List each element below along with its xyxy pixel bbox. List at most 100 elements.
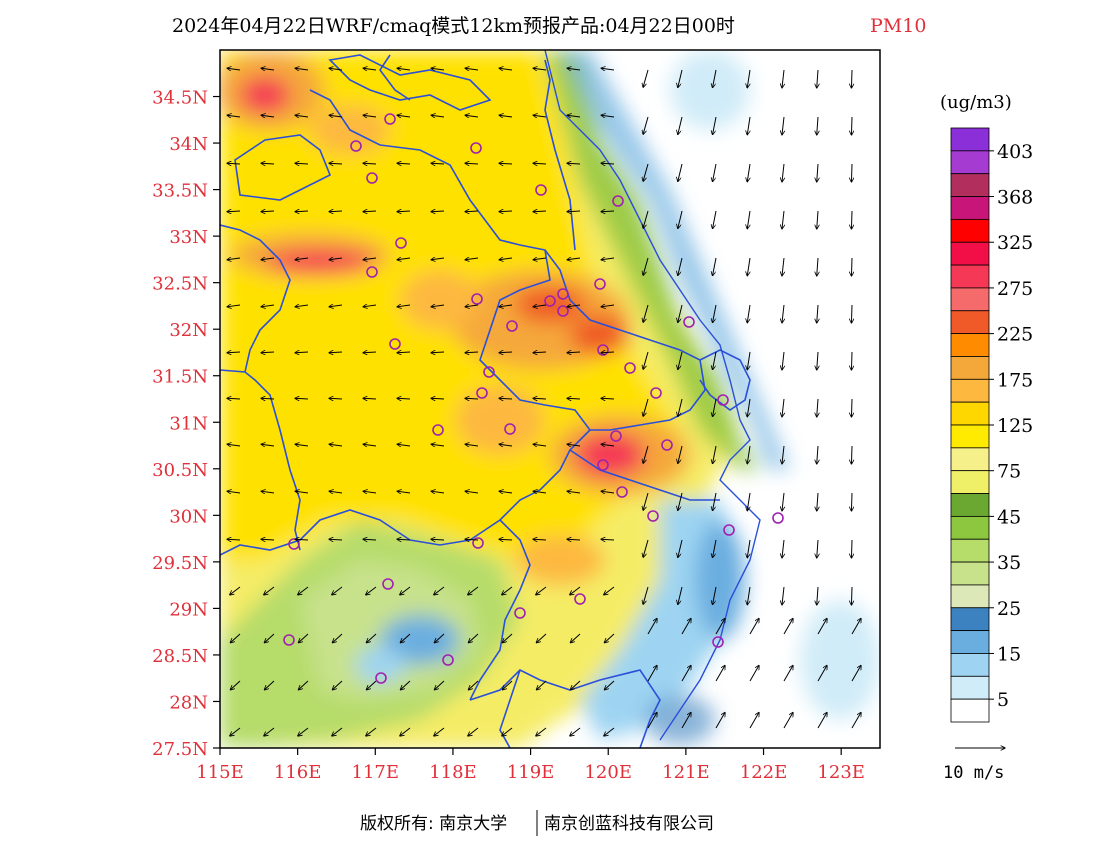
wind-arrow (647, 665, 657, 682)
wind-arrow (295, 258, 309, 260)
wind-arrow (431, 398, 445, 399)
wind-arrow (533, 211, 547, 212)
colorbar-swatch (950, 333, 990, 357)
wind-arrow (397, 211, 411, 212)
wind-arrow (601, 305, 615, 307)
wind-arrow (851, 445, 852, 464)
wind-arrow (851, 163, 852, 182)
wind-arrow (713, 69, 717, 88)
wind-arrow (397, 305, 411, 307)
wind-arrow (329, 444, 343, 446)
wind-arrow (434, 727, 445, 736)
wind-arrow (363, 539, 377, 540)
wind-arrow (533, 258, 547, 260)
wind-arrow (681, 712, 691, 729)
wind-arrow (329, 491, 343, 493)
wind-arrow (643, 445, 649, 463)
wind-arrow (681, 618, 691, 635)
wind-arrow (601, 68, 615, 70)
wind-arrow (851, 586, 852, 605)
wind-arrow (431, 352, 445, 353)
wind-arrow (366, 586, 377, 595)
wind-arrow (851, 539, 852, 558)
wind-arrow (782, 163, 784, 182)
wind-arrow (817, 69, 818, 88)
wind-arrow (295, 211, 309, 212)
colorbar-label: 125 (997, 415, 1033, 437)
map-panel: 34.5N 34N 33.5N 33N 32.5N 32N 31.5N 31N 30.5N 30N… (152, 49, 881, 783)
wind-arrow (400, 680, 411, 690)
wind-arrow (431, 163, 445, 164)
colorbar-swatch (950, 241, 990, 266)
colorbar-swatch (950, 264, 990, 289)
wind-arrow (782, 351, 784, 370)
wind-arrow (747, 398, 751, 417)
wind-arrow (363, 491, 377, 493)
wind-arrow (261, 68, 275, 70)
legend-unit: (ug/m3) (940, 92, 1012, 113)
wind-arrow (749, 665, 759, 682)
wind-arrow (400, 633, 411, 643)
lon-tick-label: 123E (817, 762, 865, 783)
lat-tick-label: 28.5N (152, 646, 208, 667)
colorbar-swatch (950, 493, 990, 517)
wind-arrow (363, 398, 377, 399)
wind-arrow (817, 163, 818, 182)
wind-arrow (295, 68, 309, 70)
wind-arrow (465, 444, 479, 446)
wind-arrow (567, 68, 581, 70)
wind-arrow (363, 163, 377, 164)
wind-arrow (227, 444, 241, 446)
wind-arrow (851, 210, 852, 229)
wind-arrow (499, 163, 513, 164)
wind-arrow (363, 352, 377, 353)
colorbar-swatch (950, 515, 990, 540)
lat-tick-label: 30N (169, 506, 208, 527)
wind-arrow (567, 539, 581, 540)
wind-arrow (261, 444, 275, 446)
wind-arrow (332, 727, 343, 736)
wind-arrow (465, 539, 479, 540)
wind-arrow (570, 633, 581, 643)
wind-arrow (536, 727, 547, 736)
wind-arrow (468, 586, 479, 595)
lat-tick-label: 27.5N (152, 739, 208, 760)
wind-arrow (567, 258, 581, 260)
wind-arrow (431, 211, 445, 212)
colorbar-label: 325 (997, 232, 1033, 254)
wind-arrow (678, 351, 683, 370)
wind-arrow (465, 491, 479, 493)
lat-tick-label: 34N (169, 134, 208, 155)
wind-arrow (363, 115, 377, 117)
wind-arrow (601, 258, 615, 260)
wind-arrow (678, 116, 683, 135)
species-label: PM10 (870, 15, 926, 37)
wind-arrow (647, 712, 657, 729)
wind-arrow (465, 163, 479, 164)
wind-arrow (643, 351, 649, 369)
lon-tick-label: 115E (196, 762, 244, 783)
wind-arrow (681, 665, 691, 682)
wind-arrow (332, 633, 343, 643)
wind-arrow (567, 305, 581, 307)
wind-arrow (261, 211, 275, 212)
wind-arrow (713, 163, 717, 182)
wind-arrow (329, 115, 343, 117)
wind-arrow (227, 305, 241, 307)
lon-tick-label: 118E (429, 762, 477, 783)
longitude-axis: 115E 116E 117E 118E 119E 120E 121E 122E 123E (196, 748, 865, 783)
colorbar-swatch (950, 447, 990, 472)
wind-arrow (601, 539, 615, 540)
footer-company: 南京创蓝科技有限公司 (544, 814, 714, 834)
wind-arrow (643, 69, 649, 87)
wind-arrow (643, 210, 649, 228)
colorbar-swatch (950, 561, 990, 586)
wind-arrow (567, 352, 581, 353)
wind-arrow (397, 68, 411, 70)
wind-arrow (749, 618, 759, 635)
wind-arrow (397, 539, 411, 540)
wind-arrow (604, 586, 615, 595)
wind-arrow (715, 618, 725, 635)
lat-tick-label: 34.5N (152, 88, 208, 109)
wind-arrow (499, 68, 513, 70)
